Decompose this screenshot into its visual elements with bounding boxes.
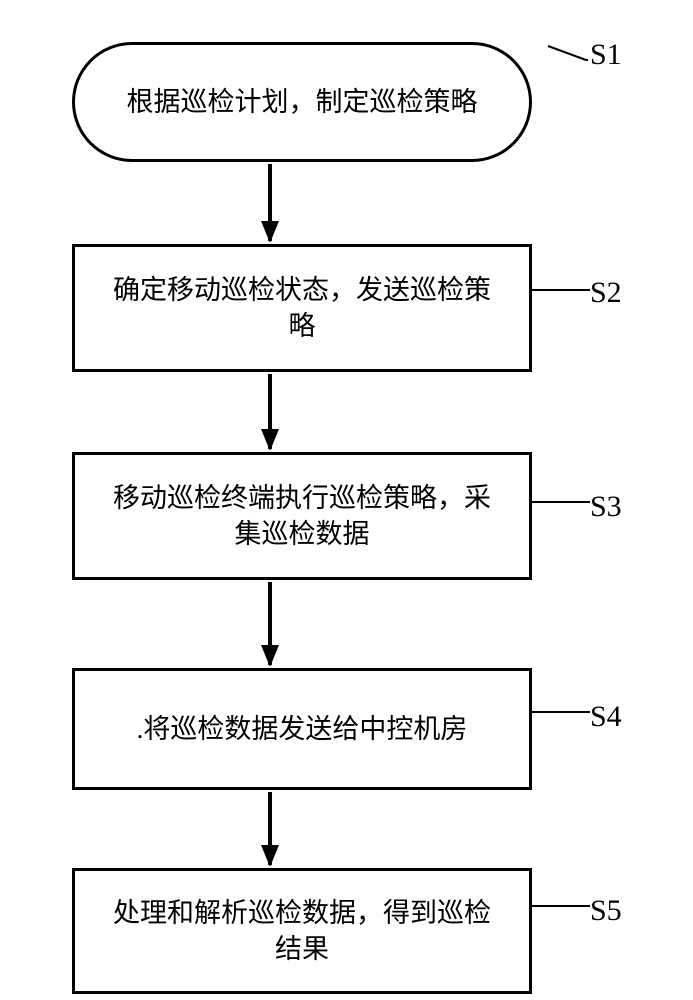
flow-label-S1: S1 (590, 38, 622, 72)
arrow-S1-to-S2 (240, 164, 300, 242)
flow-node-S1: 根据巡检计划，制定巡检策略 (72, 42, 532, 162)
flow-node-text-S3: 移动巡检终端执行巡检策略，采 集巡检数据 (75, 480, 529, 553)
flow-node-text-S5: 处理和解析巡检数据，得到巡检 结果 (75, 895, 529, 968)
flow-label-S4: S4 (590, 700, 622, 734)
arrow-S3-to-S4 (240, 582, 300, 666)
flow-node-text-S4: .将巡检数据发送给中控机房 (75, 711, 529, 747)
flow-node-text-S2: 确定移动巡检状态，发送巡检策 略 (75, 272, 529, 345)
flow-node-S5: 处理和解析巡检数据，得到巡检 结果 (72, 868, 532, 994)
flow-node-S3: 移动巡检终端执行巡检策略，采 集巡检数据 (72, 452, 532, 580)
arrow-S4-to-S5 (240, 792, 300, 866)
flow-label-S3: S3 (590, 490, 622, 524)
flow-node-text-S1: 根据巡检计划，制定巡检策略 (75, 84, 529, 120)
flow-label-S2: S2 (590, 276, 622, 310)
flow-node-S2: 确定移动巡检状态，发送巡检策 略 (72, 244, 532, 372)
flow-label-S5: S5 (590, 894, 622, 928)
flowchart-canvas: 根据巡检计划，制定巡检策略 S1 确定移动巡检状态，发送巡检策 略 S2 移动巡检终端执… (0, 0, 693, 1000)
arrow-S2-to-S3 (240, 374, 300, 450)
flow-node-S4: .将巡检数据发送给中控机房 (72, 668, 532, 790)
